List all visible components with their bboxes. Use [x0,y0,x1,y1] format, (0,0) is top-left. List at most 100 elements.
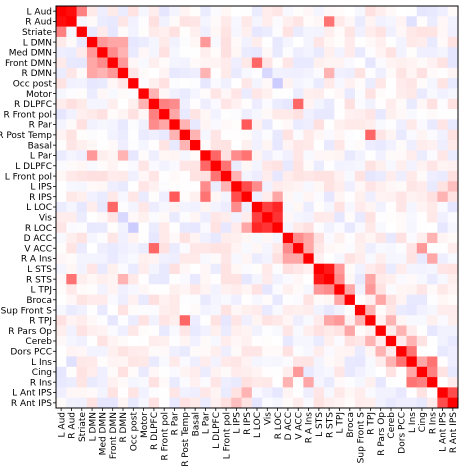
x-axis-ticks: L Aud R Aud Striate L DMN Med DMN Front DMN R … [57,408,459,467]
heatmap-cell [406,274,418,285]
heatmap-cell [148,263,160,275]
heatmap-cell [241,294,253,306]
heatmap-cell [396,356,407,368]
heatmap-cell [262,16,273,27]
heatmap-cell [334,140,345,151]
heatmap-cell [437,191,448,203]
heatmap-cell [66,150,77,161]
heatmap-cell [293,88,304,100]
heatmap-cell [241,397,253,409]
heatmap-cell [365,181,376,192]
heatmap-cell [117,181,129,192]
heatmap-cell [365,129,376,141]
heatmap-cell [190,366,201,378]
heatmap-cell [272,98,284,110]
heatmap-cell [138,119,150,130]
heatmap-cell [262,346,273,357]
heatmap-cell [200,36,211,48]
heatmap-cell [272,150,284,161]
heatmap-cell [97,315,108,326]
heatmap-cell [251,16,263,27]
heatmap-cell [179,26,191,38]
heatmap-cell [117,315,129,326]
heatmap-cell [375,57,387,69]
heatmap-cell [303,232,314,244]
heatmap-cell [385,170,397,182]
heatmap-cell [262,232,273,244]
heatmap-cell [375,170,387,182]
heatmap-cell [179,356,191,368]
heatmap-cell [293,26,304,38]
heatmap-cell [262,356,273,368]
heatmap-cell [190,243,201,254]
heatmap-cell [159,129,170,141]
heatmap-cell [303,315,314,326]
heatmap-cell [159,356,170,368]
heatmap-cell [354,150,366,161]
heatmap-cell [324,160,335,172]
heatmap-cell [138,387,150,398]
heatmap-cell [159,57,170,69]
heatmap-cell [97,243,108,254]
heatmap-cell [159,243,170,254]
heatmap-cell [220,98,232,110]
heatmap-cell [97,397,108,409]
heatmap-cell [56,377,67,388]
heatmap-cell [159,181,170,192]
x-tick-label: D ACC [284,412,294,440]
heatmap-cell [210,335,222,347]
heatmap-cell [365,150,376,161]
heatmap-cell [344,387,356,398]
heatmap-cell [179,67,191,79]
heatmap-cell [117,346,129,357]
heatmap-cell [365,335,376,347]
heatmap-cell [107,88,119,100]
heatmap-cell [241,325,253,337]
heatmap-cell [375,129,387,141]
heatmap-cell [159,6,170,17]
heatmap-cell [272,356,284,368]
heatmap-cell [282,191,294,203]
heatmap-cell [334,222,345,234]
heatmap-cell [416,16,428,27]
heatmap-cell [128,36,139,48]
heatmap-cell [354,57,366,69]
heatmap-cell [416,253,428,264]
heatmap-cell [86,377,98,388]
heatmap-cell [231,67,242,79]
heatmap-cell [447,78,459,89]
y-tick-label: R TPJ [29,317,52,327]
heatmap-cell [169,170,180,182]
heatmap-cell [354,67,366,79]
heatmap-cell [138,366,150,378]
heatmap-cell [148,304,160,316]
heatmap-cell [272,274,284,285]
heatmap-cell [437,243,448,254]
heatmap-cell [128,377,139,388]
heatmap-cell [169,160,180,172]
heatmap-cell [354,243,366,254]
heatmap-cell [220,284,232,295]
heatmap-cell [138,57,150,69]
heatmap-cell [272,78,284,89]
heatmap-cell [427,181,438,192]
heatmap-cell [251,181,263,192]
heatmap-cell [66,263,77,275]
x-tick-label: L LOC [253,412,263,438]
heatmap-cell [416,150,428,161]
heatmap-cell [334,253,345,264]
heatmap-cell [282,98,294,110]
heatmap-cell [179,335,191,347]
heatmap-cell [375,366,387,378]
heatmap-cell [251,325,263,337]
heatmap-cell [107,119,119,130]
heatmap-cell [56,47,67,58]
heatmap-cell [231,366,242,378]
heatmap-cell [251,119,263,130]
heatmap-cell [159,366,170,378]
heatmap-cell [437,98,448,110]
heatmap-cell [375,47,387,58]
heatmap-cell [406,67,418,79]
heatmap-cell [303,16,314,27]
heatmap-cell [107,284,119,295]
